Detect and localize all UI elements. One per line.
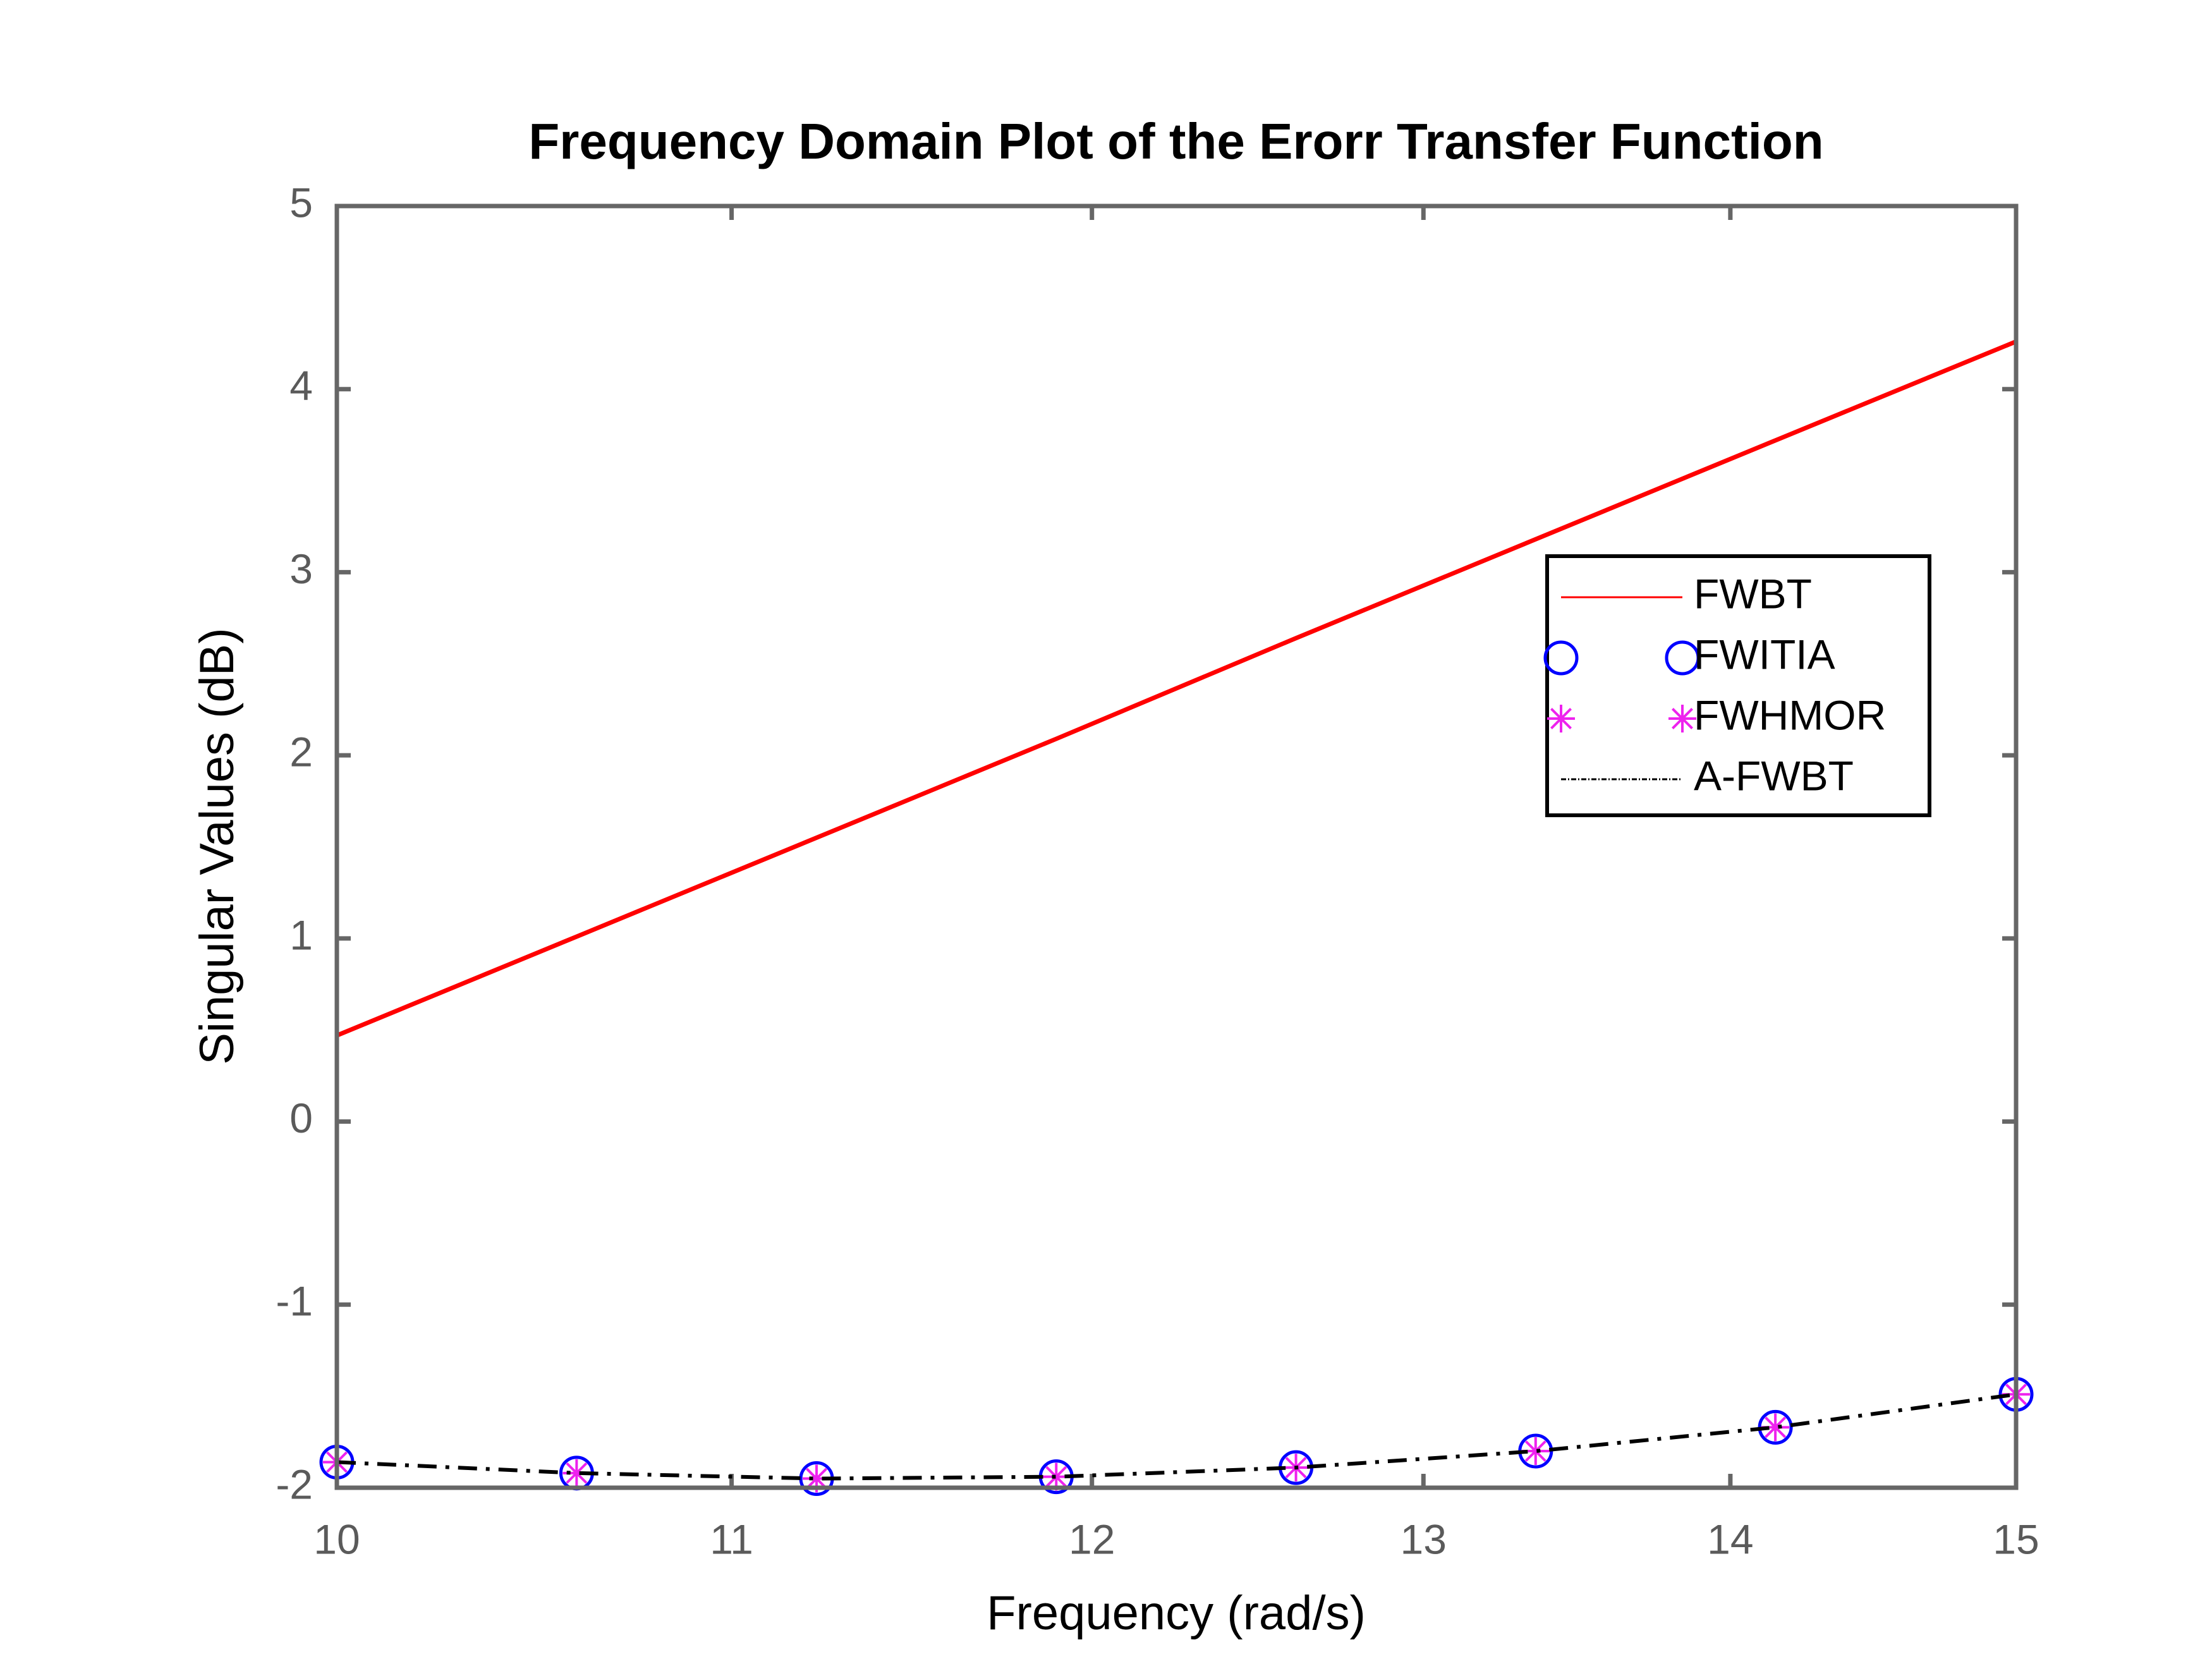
legend-label: FWBT — [1694, 570, 1812, 617]
marker-circle — [1543, 640, 1579, 676]
y-tick-label: 4 — [289, 362, 313, 409]
chart-title: Frequency Domain Plot of the Erorr Trans… — [528, 113, 1823, 169]
marker-asterisk — [1547, 705, 1575, 732]
legend-label: FWITIA — [1694, 631, 1835, 678]
series-line — [336, 339, 2017, 1038]
y-tick-label: 0 — [289, 1095, 313, 1141]
legend-label: A-FWBT — [1694, 752, 1854, 799]
plot-area — [337, 206, 2016, 1488]
x-axis-label: Frequency (rad/s) — [987, 1586, 1366, 1640]
marker-asterisk — [1521, 1437, 1550, 1466]
x-tick-label: 12 — [1069, 1516, 1115, 1562]
y-tick-label: -1 — [276, 1278, 313, 1325]
marker-asterisk — [562, 1459, 591, 1487]
y-tick-label: 1 — [289, 911, 313, 958]
marker-asterisk — [1668, 705, 1696, 732]
y-axis-label: Singular Values (dB) — [190, 628, 244, 1064]
y-tick-label: 2 — [289, 729, 313, 775]
legend-box — [1545, 554, 1931, 817]
plot-layer — [319, 339, 2034, 1497]
x-tick-label: 13 — [1401, 1516, 1447, 1562]
marker-asterisk — [803, 1464, 830, 1493]
legend-label: FWHMOR — [1694, 691, 1886, 738]
y-tick-label: 3 — [289, 545, 313, 592]
series-line — [336, 1392, 2017, 1481]
x-tick-label: 11 — [710, 1516, 753, 1562]
y-tick-label: 5 — [289, 179, 313, 226]
y-tick-label: -2 — [276, 1461, 313, 1507]
marker-asterisk — [1761, 1413, 1790, 1442]
axes-box — [334, 204, 2019, 1490]
x-tick-label: 15 — [1993, 1516, 2039, 1562]
marker-circle — [1665, 640, 1700, 676]
x-tick-label: 14 — [1707, 1516, 1753, 1562]
x-tick-label: 10 — [313, 1516, 360, 1562]
legend: FWBT FWITIA FWHMOR A-FWBT — [1543, 554, 1931, 817]
marker-asterisk — [1042, 1462, 1071, 1491]
